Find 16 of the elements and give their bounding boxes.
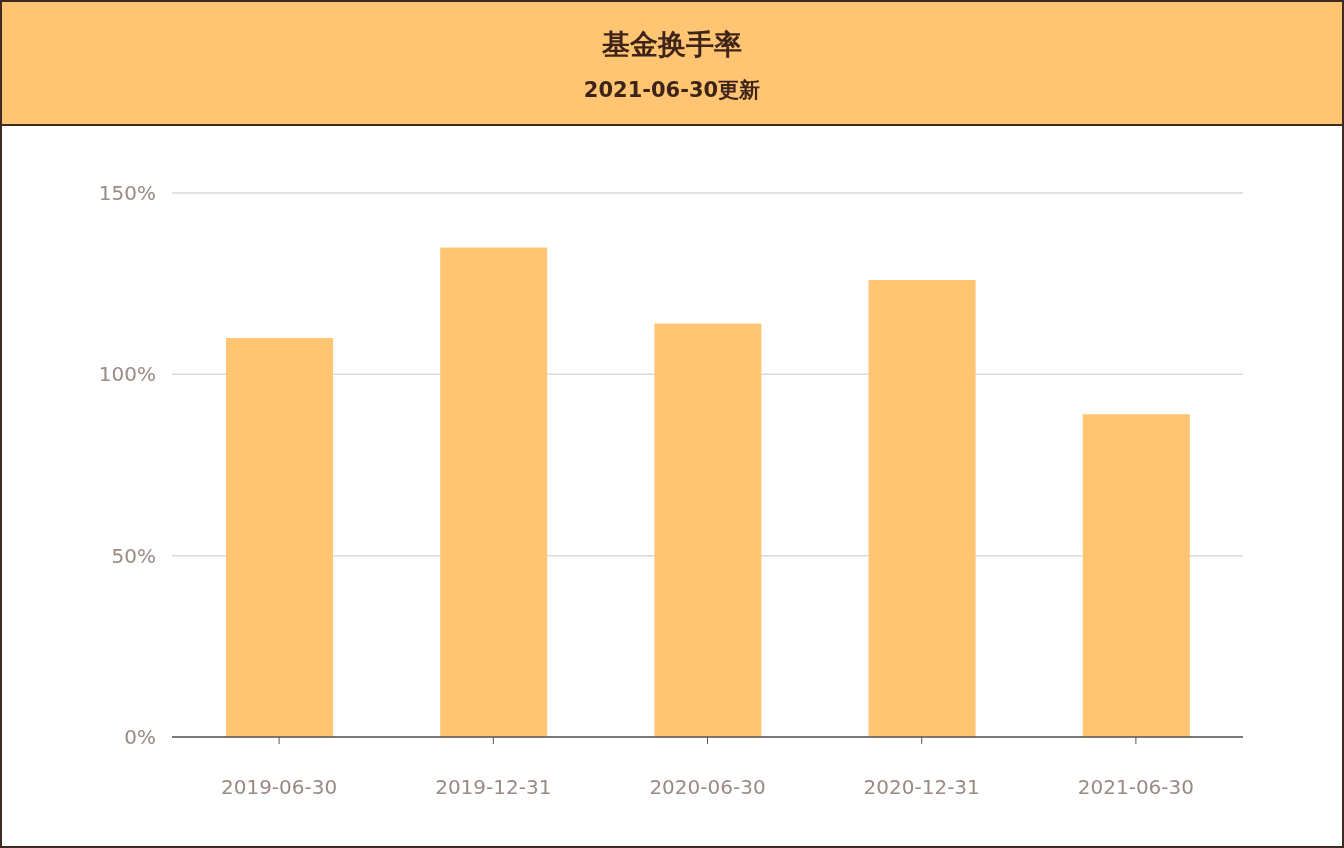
x-tick-label: 2019-12-31 <box>435 775 552 800</box>
y-tick-label: 150% <box>98 181 156 206</box>
x-tick-label: 2019-06-30 <box>220 775 338 800</box>
y-tick-label: 0% <box>124 725 156 750</box>
bar <box>654 323 762 737</box>
y-tick-label: 50% <box>111 543 156 568</box>
chart-title: 基金换手率 <box>601 27 743 63</box>
x-tick-label: 2020-06-30 <box>649 775 766 800</box>
y-tick-label: 100% <box>98 362 156 387</box>
x-tick-label: 2021-06-30 <box>1077 775 1195 800</box>
bar <box>1082 414 1190 737</box>
chart-subtitle: 2021-06-30更新 <box>582 77 762 104</box>
bar <box>440 247 548 737</box>
bar <box>226 338 333 737</box>
bar <box>868 280 976 737</box>
x-tick-label: 2020-12-31 <box>863 775 980 800</box>
